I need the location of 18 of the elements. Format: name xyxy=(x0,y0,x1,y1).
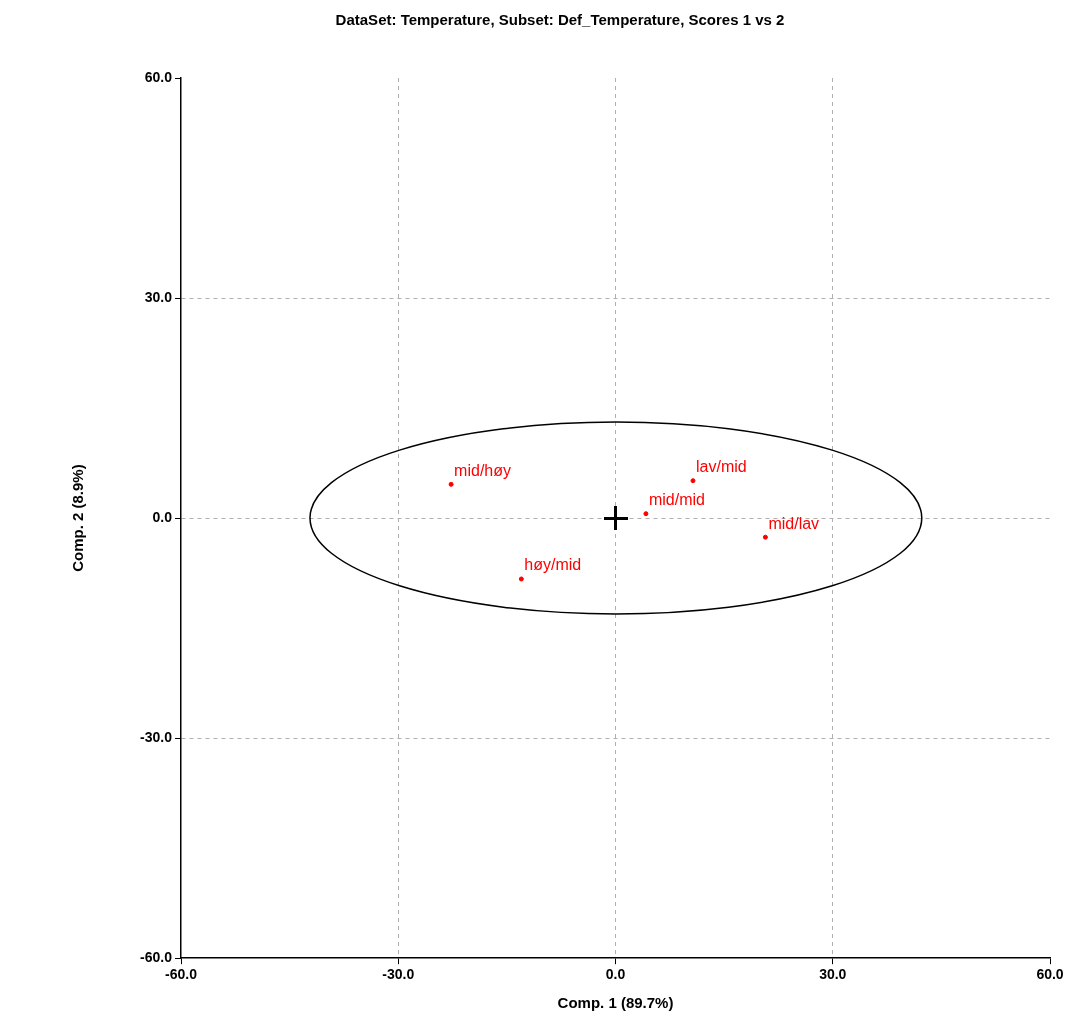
annotation: mid/lav xyxy=(768,514,820,532)
annotation: høy/mid xyxy=(524,556,582,574)
y-tick-label: 60.0 xyxy=(144,68,173,85)
annotation: lav/mid xyxy=(695,458,747,476)
x-tick-label: 60.0 xyxy=(1036,966,1064,983)
y-tick-label: -30.0 xyxy=(140,729,173,746)
annotation: mid/høy xyxy=(454,461,512,479)
x-axis-title: Comp. 1 (89.7%) xyxy=(557,994,674,1012)
x-tick-label: 30.0 xyxy=(819,966,847,983)
x-tick-label: -60.0 xyxy=(165,966,198,983)
x-tick-label: -30.0 xyxy=(382,966,415,983)
y-tick-label: -60.0 xyxy=(140,949,173,966)
y-tick-label: 0.0 xyxy=(152,508,173,525)
x-tick-label: 0.0 xyxy=(605,966,626,983)
chart-title: DataSet: Temperature, Subset: Def_Temperature, Scores 1 vs 2 xyxy=(335,11,785,29)
y-axis-title: Comp. 2 (8.9%) xyxy=(69,464,87,572)
annotation: mid/mid xyxy=(648,491,705,509)
y-tick-label: 30.0 xyxy=(144,288,173,305)
